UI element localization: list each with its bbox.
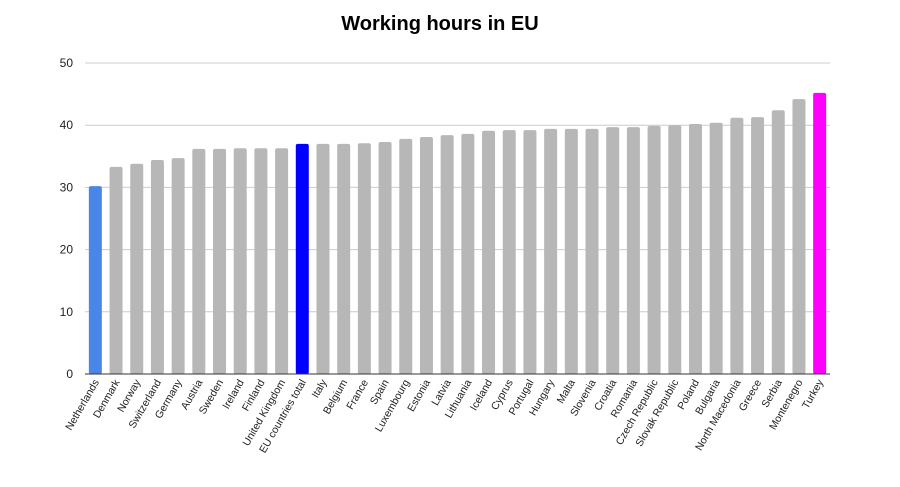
bar [233,148,247,374]
bar [192,148,206,374]
bar [337,143,351,374]
bar [771,110,785,374]
bar [585,128,599,374]
bar [792,99,806,375]
bar [544,128,558,374]
bar [502,130,516,374]
bar [399,138,413,374]
bar [606,127,620,374]
bar [482,130,496,374]
bar [668,125,682,374]
bar [275,148,289,374]
bar [419,137,433,374]
bar [626,127,640,374]
bar [709,122,723,374]
bar [357,143,371,374]
bar [461,133,475,374]
bar [109,166,123,374]
y-tick-label: 50 [60,56,74,70]
bar [295,143,309,374]
bar [316,143,330,374]
bar [378,141,392,374]
bar [171,158,185,374]
bar [564,128,578,374]
bar [730,117,744,375]
bar [130,163,144,374]
bar [440,135,454,374]
x-tick-label: Turkey [800,377,827,411]
y-tick-label: 30 [60,180,74,194]
y-tick-label: 40 [60,118,74,132]
y-tick-label: 0 [66,367,73,381]
chart-title: Working hours in EU [341,13,538,35]
y-tick-label: 10 [60,305,74,319]
bar [213,148,227,374]
bar [523,130,537,374]
bar [751,117,765,374]
bar [688,123,702,375]
x-tick-label: Italy [310,377,330,400]
bar [813,92,827,374]
bar [150,160,164,374]
bar [88,186,102,374]
y-tick-label: 20 [60,243,74,257]
bar [254,148,268,374]
bar [647,125,661,375]
